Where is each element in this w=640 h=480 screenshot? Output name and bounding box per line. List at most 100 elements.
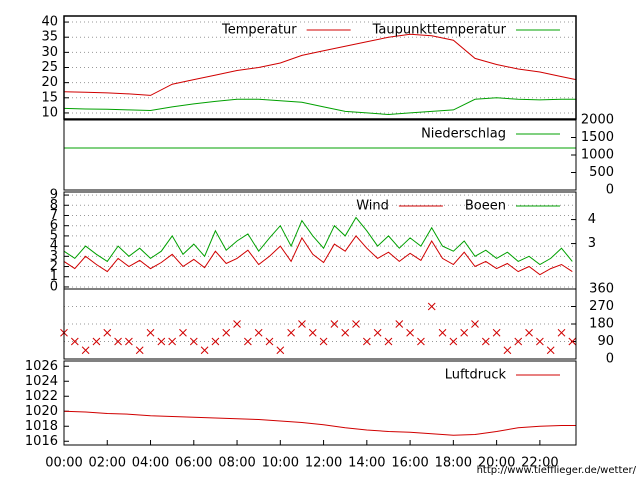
- panel-frame: [63, 288, 577, 360]
- series-line: [63, 33, 577, 96]
- wind-direction-mark: [546, 346, 555, 355]
- y-tick-label: 5: [50, 228, 58, 243]
- y-tick-label: 10: [41, 105, 58, 120]
- wind-direction-mark: [222, 328, 231, 337]
- footer-url: http://www.tiefflieger.de/wetter/: [477, 465, 637, 476]
- panel-frame: [63, 119, 577, 191]
- wind-direction-mark: [417, 337, 425, 346]
- wind-direction-mark: [362, 337, 371, 346]
- wind-direction-mark: [189, 337, 198, 346]
- y-tick-label: 40: [41, 15, 58, 30]
- series-line: [63, 97, 576, 116]
- y-tick-label: 25: [41, 60, 58, 75]
- y2-tick-label: 4: [588, 212, 596, 227]
- wind-direction-mark: [341, 328, 350, 337]
- wind-direction-mark: [81, 346, 90, 355]
- wind-direction-mark: [352, 320, 360, 328]
- wind-direction-mark: [233, 320, 241, 328]
- wind-direction-mark: [373, 328, 382, 337]
- y-tick-label: 6: [50, 218, 58, 233]
- y-tick-label: 0: [50, 279, 58, 294]
- wind-direction-mark: [146, 328, 155, 337]
- wind-direction-mark: [319, 337, 328, 346]
- legend-label: Boeen: [465, 199, 506, 214]
- x-tick-label: 12:00: [305, 456, 342, 471]
- y-tick-label: 9: [50, 188, 58, 203]
- wind-direction-mark: [103, 328, 112, 337]
- wind-direction-mark: [265, 337, 274, 346]
- wind-direction-mark: [92, 337, 101, 346]
- wind-direction-mark: [244, 337, 252, 346]
- y-tick-label: 3: [50, 249, 58, 264]
- legend-label: Wind: [356, 199, 389, 214]
- y2-tick-label: 3: [588, 236, 596, 251]
- wind-direction-mark: [211, 337, 220, 346]
- wind-direction-mark: [200, 346, 209, 355]
- x-tick-label: 16:00: [391, 456, 428, 471]
- wind-direction-mark: [276, 346, 285, 355]
- wind-direction-mark: [330, 320, 339, 328]
- x-tick-label: 18:00: [435, 456, 472, 471]
- wind-direction-mark: [471, 320, 479, 328]
- y-tick-label: 8: [50, 198, 58, 213]
- y-tick-label: 1024: [25, 374, 58, 389]
- legend-label: Temperatur: [221, 23, 297, 38]
- wind-direction-mark: [438, 328, 447, 337]
- y-tick-label: 2000: [581, 113, 614, 128]
- y-tick-label: 90: [597, 334, 614, 349]
- x-tick-label: 14:00: [348, 456, 385, 471]
- wind-direction-mark: [298, 320, 306, 328]
- y-tick-label: 35: [41, 30, 58, 45]
- wind-direction-mark: [536, 337, 544, 346]
- y-tick-label: 360: [589, 282, 614, 297]
- y-tick-label: 1022: [25, 389, 58, 404]
- y-tick-label: 20: [41, 75, 58, 90]
- wind-direction-mark: [125, 337, 133, 346]
- y-tick-label: 30: [41, 45, 58, 60]
- y-tick-label: 7: [50, 208, 58, 223]
- wind-direction-mark: [254, 328, 263, 337]
- legend-label: Luftdruck: [445, 368, 507, 383]
- x-tick-label: 20:00: [478, 456, 515, 471]
- y-tick-label: 1018: [25, 419, 58, 434]
- wind-direction-mark: [168, 337, 177, 346]
- series-line: [63, 410, 576, 436]
- y-tick-label: 1026: [25, 359, 58, 374]
- wind-direction-mark: [427, 302, 436, 311]
- legend-label: Niederschlag: [421, 127, 506, 142]
- wind-direction-mark: [70, 337, 79, 346]
- wind-direction-mark: [492, 328, 501, 337]
- x-tick-label: 04:00: [132, 456, 169, 471]
- wind-direction-mark: [114, 337, 122, 346]
- x-tick-label: 02:00: [89, 456, 126, 471]
- x-tick-label: 00:00: [45, 456, 82, 471]
- y-tick-label: 500: [589, 165, 614, 180]
- wind-direction-mark: [557, 328, 566, 337]
- y-tick-label: 1500: [581, 130, 614, 145]
- legend-label: Taupunkttemperatur: [372, 23, 507, 38]
- y-tick-label: 1020: [25, 404, 58, 419]
- x-tick-label: 22:00: [521, 456, 558, 471]
- wind-direction-mark: [308, 328, 317, 337]
- panel-frame: [63, 15, 577, 120]
- wind-direction-mark: [481, 337, 490, 346]
- wind-direction-mark: [384, 337, 393, 346]
- wind-direction-mark: [503, 346, 512, 355]
- wind-direction-mark: [460, 328, 469, 337]
- x-tick-label: 06:00: [175, 456, 212, 471]
- y-tick-label: 180: [589, 317, 614, 332]
- panel-frame: [63, 360, 577, 446]
- y-tick-label: 15: [41, 90, 58, 105]
- y-tick-label: 1000: [581, 148, 614, 163]
- series-line: [63, 235, 573, 276]
- series-line: [63, 216, 573, 266]
- wind-direction-mark: [157, 337, 166, 346]
- y-tick-label: 4: [50, 239, 58, 254]
- wind-direction-mark: [395, 320, 404, 328]
- wind-direction-mark: [406, 328, 414, 337]
- y-tick-label: 270: [589, 299, 614, 314]
- wind-direction-mark: [568, 337, 577, 346]
- y-tick-label: 1016: [25, 434, 58, 449]
- y-tick-label: 2: [50, 259, 58, 274]
